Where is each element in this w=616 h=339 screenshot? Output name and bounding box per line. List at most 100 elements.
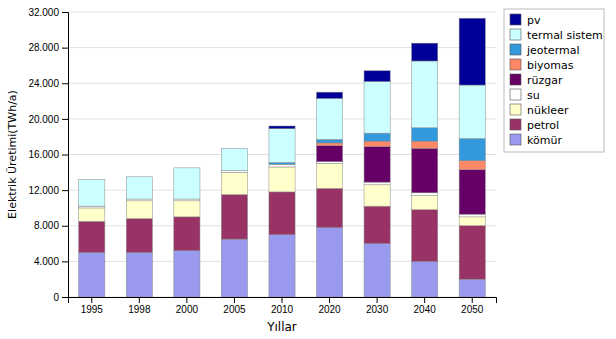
bar [79,252,105,297]
bar [364,146,390,182]
bar [221,148,247,149]
x-tick-label: 2030 [366,304,389,315]
legend-label: nükleer [527,104,569,117]
bar [364,133,390,141]
y-tick: 28.000 [28,42,68,53]
y-tick-mark [62,190,68,191]
legend-label: pv [527,14,541,27]
legend-frame [504,9,604,152]
x-tick-mark [91,297,92,303]
y-tick-label: 8.000 [34,220,59,231]
bar [174,199,200,201]
bar [412,261,438,297]
y-tick-label: 24.000 [28,78,59,89]
bar [316,98,342,139]
bar [221,195,247,240]
bar [364,71,390,82]
bar [459,138,485,160]
bar [364,185,390,206]
grid-line [68,12,496,13]
y-tick-label: 28.000 [28,42,59,53]
legend-swatch [510,74,521,85]
bar [459,18,485,85]
bar-series [79,61,486,206]
bar [79,179,105,206]
bar [459,217,485,226]
bar [459,214,485,217]
bar [126,176,152,177]
y-tick-mark [62,297,68,298]
x-tick-label: 2020 [318,304,341,315]
y-tick-label: 0 [53,292,59,303]
y-axis: 0 4.000 8.000 12.000 16.000 20.000 24.000 28.00… [28,7,68,303]
x-tick: 1995 [81,297,104,315]
bar [221,171,247,173]
x-tick-label: 2000 [176,304,199,315]
bar [269,163,295,165]
y-tick-label: 16.000 [28,149,59,160]
y-tick-label: 20.000 [28,114,59,125]
x-tick-label: 1998 [128,304,151,315]
y-tick: 0 [53,292,68,303]
x-tick: 2020 [318,297,341,315]
bar [459,161,485,170]
grid [68,12,496,297]
bar [316,188,342,227]
bar [316,163,342,188]
legend-item: nükleer [510,104,569,117]
y-tick-label: 4.000 [34,256,59,267]
legend-item: biyomas [510,59,574,72]
bar [269,192,295,235]
legend-label: termal sistem [527,29,603,42]
bar [412,141,438,148]
bar [269,235,295,297]
axis-domain [69,298,497,304]
bar [269,129,295,163]
y-tick: 4.000 [34,256,68,267]
y-tick: 32.000 [28,7,68,18]
y-tick-mark [62,83,68,84]
x-tick-mark [234,297,235,303]
legend-swatch [510,59,521,70]
bar [316,228,342,297]
x-tick-mark [186,297,187,303]
bar [412,43,438,61]
bar [412,61,438,128]
x-tick-mark [424,297,425,303]
legend: pvtermal sistemjeotermalbiyomasrüzgarsun… [504,9,604,152]
bar [412,210,438,262]
x-tick-mark [282,297,283,303]
x-tick: 2030 [366,297,389,315]
x-tick: 2005 [223,297,246,315]
bar [364,81,390,133]
x-tick: 2040 [414,297,437,315]
axis-domain [62,13,69,298]
y-tick-mark [62,226,68,227]
y-tick-label: 12.000 [28,185,59,196]
bar [316,139,342,143]
x-tick-label: 2050 [461,304,484,315]
y-tick-mark [62,155,68,156]
bar [459,170,485,215]
bars [79,18,486,297]
x-tick-mark [377,297,378,303]
bar [79,221,105,252]
legend-item: pv [510,14,541,27]
legend-label: rüzgar [527,74,563,87]
legend-swatch [510,44,521,55]
bar [126,201,152,219]
bar [221,148,247,170]
bar [174,168,200,199]
x-tick-label: 1995 [81,304,104,315]
x-tick-label: 2010 [271,304,294,315]
x-tick-label: 2040 [414,304,437,315]
x-tick-mark [329,297,330,303]
x-axis: 1995 1998 2000 2005 2010 2020 2030 2040 2050 [69,297,497,315]
bar [316,162,342,164]
chart: 1995 1998 2000 2005 2010 2020 2030 2040 2050 0 4.0… [0,0,616,339]
bar [459,279,485,297]
legend-item: rüzgar [510,74,563,87]
bar [412,195,438,209]
x-tick: 2010 [271,297,294,315]
legend-label: jeotermal [526,44,579,57]
